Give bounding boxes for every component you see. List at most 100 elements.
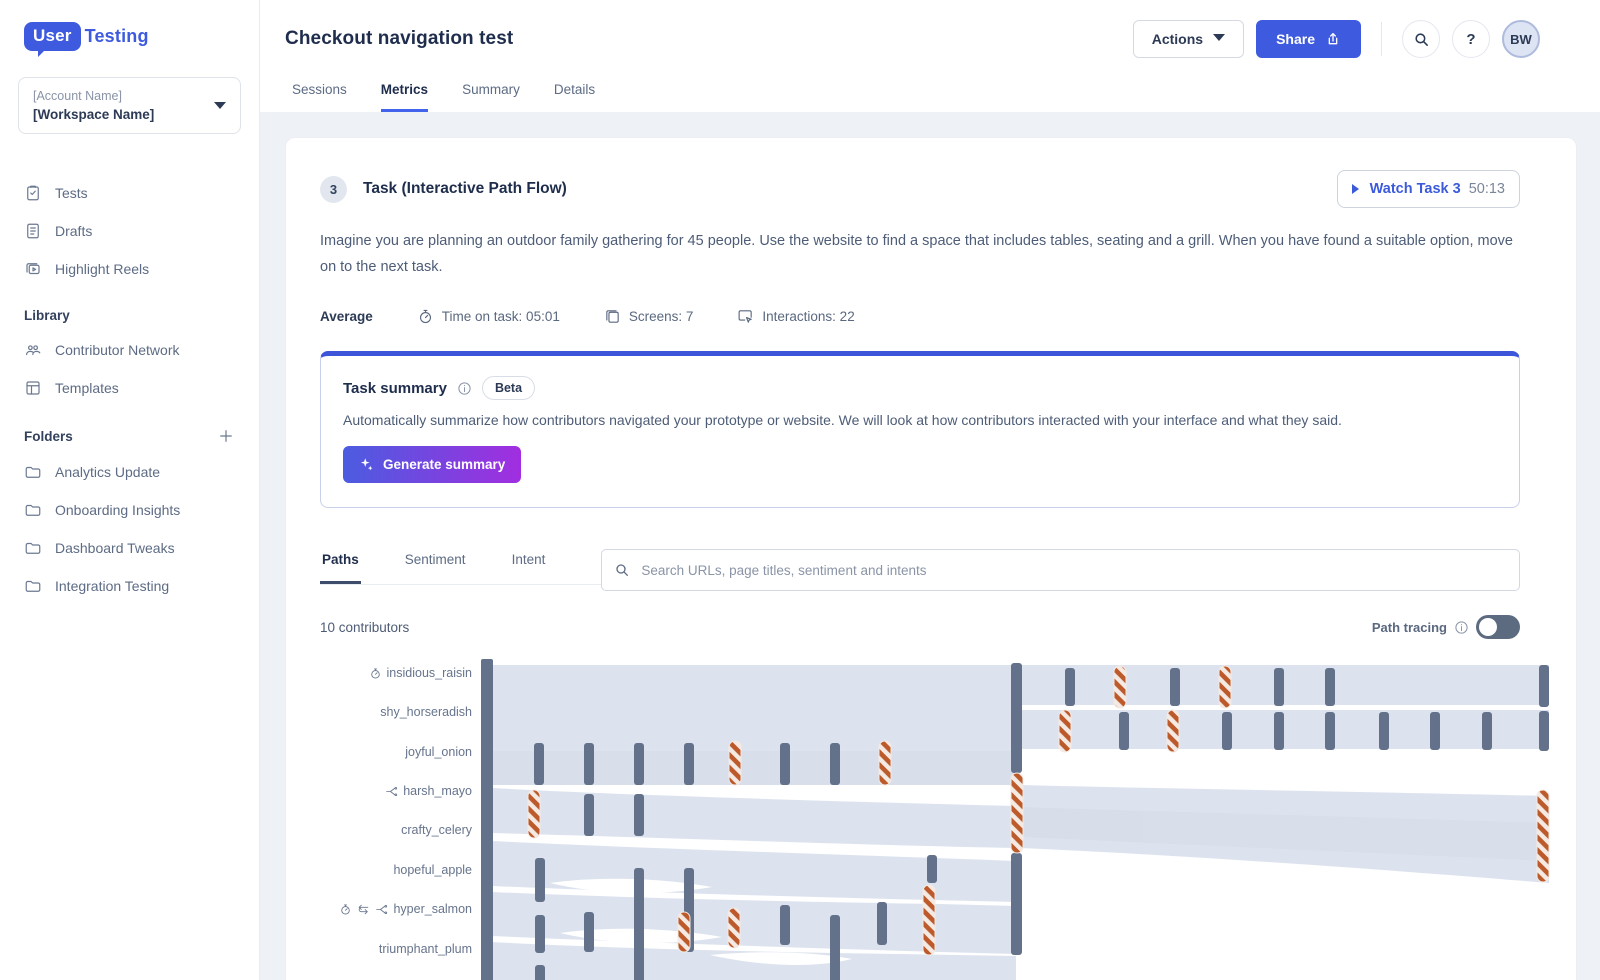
sidebar-item-label: Contributor Network bbox=[55, 342, 180, 358]
contributor-network-icon bbox=[26, 345, 41, 356]
info-icon[interactable] bbox=[1454, 620, 1469, 635]
sidebar: User Testing [Account Name] [Workspace N… bbox=[0, 0, 260, 980]
content-area: 3 Task (Interactive Path Flow) Watch Tas… bbox=[260, 112, 1600, 980]
tab-intent[interactable]: Intent bbox=[511, 552, 546, 567]
split-path-icon bbox=[376, 904, 388, 914]
folder-icon bbox=[25, 542, 41, 554]
task-number-badge: 3 bbox=[320, 175, 347, 203]
tab-sentiment[interactable]: Sentiment bbox=[404, 552, 466, 567]
task-description: Imagine you are planning an outdoor fami… bbox=[320, 233, 1513, 275]
folders-section-header: Folders bbox=[24, 428, 73, 444]
folder-label: Dashboard Tweaks bbox=[55, 540, 175, 556]
plus-icon bbox=[220, 430, 232, 442]
search-input[interactable] bbox=[639, 561, 1507, 579]
contributor-row-label[interactable]: shy_horseradish bbox=[380, 705, 472, 719]
tab-paths[interactable]: Paths bbox=[320, 552, 361, 584]
workspace-name: [Workspace Name] bbox=[33, 107, 155, 122]
timer-icon bbox=[341, 903, 351, 915]
screens-icon bbox=[606, 310, 619, 323]
folder-icon bbox=[25, 504, 41, 516]
sankey-svg[interactable] bbox=[480, 655, 1557, 980]
search-icon bbox=[1414, 32, 1428, 46]
sidebar-folder-integration-testing[interactable]: Integration Testing bbox=[18, 567, 241, 605]
watch-task-button[interactable]: Watch Task 3 50:13 bbox=[1336, 170, 1520, 208]
contributor-row-label[interactable]: insidious_raisin bbox=[320, 666, 472, 680]
tests-icon bbox=[27, 185, 39, 201]
path-tracing-toggle[interactable] bbox=[1476, 615, 1520, 639]
path-flow-diagram: insidious_raisin shy_horseradish joyful_… bbox=[320, 655, 1576, 980]
sidebar-item-label: Templates bbox=[55, 380, 119, 396]
main-area: Checkout navigation test Actions Share bbox=[260, 0, 1600, 980]
task-summary-title: Task summary bbox=[343, 379, 447, 397]
average-label: Average bbox=[320, 309, 373, 324]
sidebar-folder-analytics-update[interactable]: Analytics Update bbox=[18, 453, 241, 491]
path-tracing-label: Path tracing bbox=[1371, 619, 1447, 635]
play-icon bbox=[1351, 184, 1364, 194]
split-path-icon bbox=[386, 786, 398, 796]
page-tabs: Sessions Metrics Summary Details bbox=[260, 58, 1600, 112]
sidebar-item-highlight-reels[interactable]: Highlight Reels bbox=[18, 250, 241, 288]
sidebar-folder-onboarding-insights[interactable]: Onboarding Insights bbox=[18, 491, 241, 529]
contributor-row-label[interactable]: joyful_onion bbox=[405, 745, 472, 759]
flow-nodes[interactable] bbox=[481, 659, 1549, 980]
folder-icon bbox=[25, 580, 41, 592]
contributor-row-label[interactable]: harsh_mayo bbox=[320, 784, 472, 798]
stat-screens: Screens: 7 bbox=[604, 308, 693, 325]
contributor-row-label[interactable]: hopeful_apple bbox=[393, 863, 472, 877]
task-summary-description: Automatically summarize how contributors… bbox=[343, 412, 1342, 428]
actions-button[interactable]: Actions bbox=[1132, 20, 1245, 58]
page-header: Checkout navigation test Actions Share bbox=[260, 0, 1600, 112]
folder-icon bbox=[25, 466, 41, 478]
share-icon bbox=[1328, 33, 1338, 45]
contributor-row-label[interactable]: hyper_salmon bbox=[320, 902, 472, 916]
sidebar-item-drafts[interactable]: Drafts bbox=[18, 212, 241, 250]
sidebar-item-label: Highlight Reels bbox=[55, 261, 150, 277]
drafts-icon bbox=[27, 223, 39, 239]
explorer-search bbox=[601, 549, 1520, 591]
task-summary-card: Task summary Beta Automatically summariz… bbox=[320, 351, 1520, 508]
task-card: 3 Task (Interactive Path Flow) Watch Tas… bbox=[285, 137, 1577, 980]
share-button[interactable]: Share bbox=[1256, 20, 1361, 58]
sidebar-item-contributor-network[interactable]: Contributor Network bbox=[18, 331, 241, 369]
info-icon[interactable] bbox=[457, 381, 472, 396]
help-button[interactable]: ? bbox=[1452, 20, 1490, 58]
usertesting-logo: User Testing bbox=[24, 22, 241, 57]
workspace-selector[interactable]: [Account Name] [Workspace Name] bbox=[18, 77, 241, 134]
toggle-knob bbox=[1479, 618, 1497, 636]
contributor-row-label[interactable]: crafty_celery bbox=[401, 823, 472, 837]
tab-summary[interactable]: Summary bbox=[462, 82, 520, 97]
templates-icon bbox=[26, 381, 40, 395]
stat-time-on-task: Time on task: 05:01 bbox=[417, 308, 560, 325]
beta-badge: Beta bbox=[481, 376, 536, 400]
flow-error-nodes[interactable] bbox=[527, 665, 1550, 956]
search-icon bbox=[616, 564, 629, 576]
tab-details[interactable]: Details bbox=[553, 82, 596, 97]
generate-summary-button[interactable]: Generate summary bbox=[343, 446, 522, 483]
sidebar-item-label: Tests bbox=[55, 185, 88, 201]
tab-sessions[interactable]: Sessions bbox=[292, 82, 347, 97]
timer-icon bbox=[419, 309, 431, 324]
sidebar-item-templates[interactable]: Templates bbox=[18, 369, 241, 407]
add-folder-button[interactable] bbox=[217, 427, 235, 445]
tab-metrics[interactable]: Metrics bbox=[380, 82, 429, 112]
divider bbox=[1381, 22, 1382, 56]
flow-band-shading bbox=[492, 751, 1549, 861]
interactions-icon bbox=[738, 310, 753, 323]
timer-icon bbox=[370, 667, 380, 679]
account-name: [Account Name] bbox=[33, 89, 122, 103]
stat-interactions: Interactions: 22 bbox=[737, 308, 855, 325]
user-avatar[interactable]: BW bbox=[1502, 20, 1540, 58]
contributor-row-label[interactable]: triumphant_plum bbox=[378, 942, 472, 956]
search-button[interactable] bbox=[1402, 20, 1440, 58]
sidebar-item-tests[interactable]: Tests bbox=[18, 174, 241, 212]
library-section-header: Library bbox=[24, 308, 70, 323]
chevron-down-icon bbox=[1213, 33, 1226, 47]
logo-testing-word: Testing bbox=[84, 26, 149, 46]
page-title: Checkout navigation test bbox=[285, 28, 514, 49]
chevron-down-icon bbox=[214, 102, 226, 115]
sparkle-icon bbox=[360, 458, 373, 471]
watch-task-duration: 50:13 bbox=[1468, 181, 1505, 197]
sidebar-folder-dashboard-tweaks[interactable]: Dashboard Tweaks bbox=[18, 529, 241, 567]
question-mark-icon: ? bbox=[1466, 30, 1476, 48]
